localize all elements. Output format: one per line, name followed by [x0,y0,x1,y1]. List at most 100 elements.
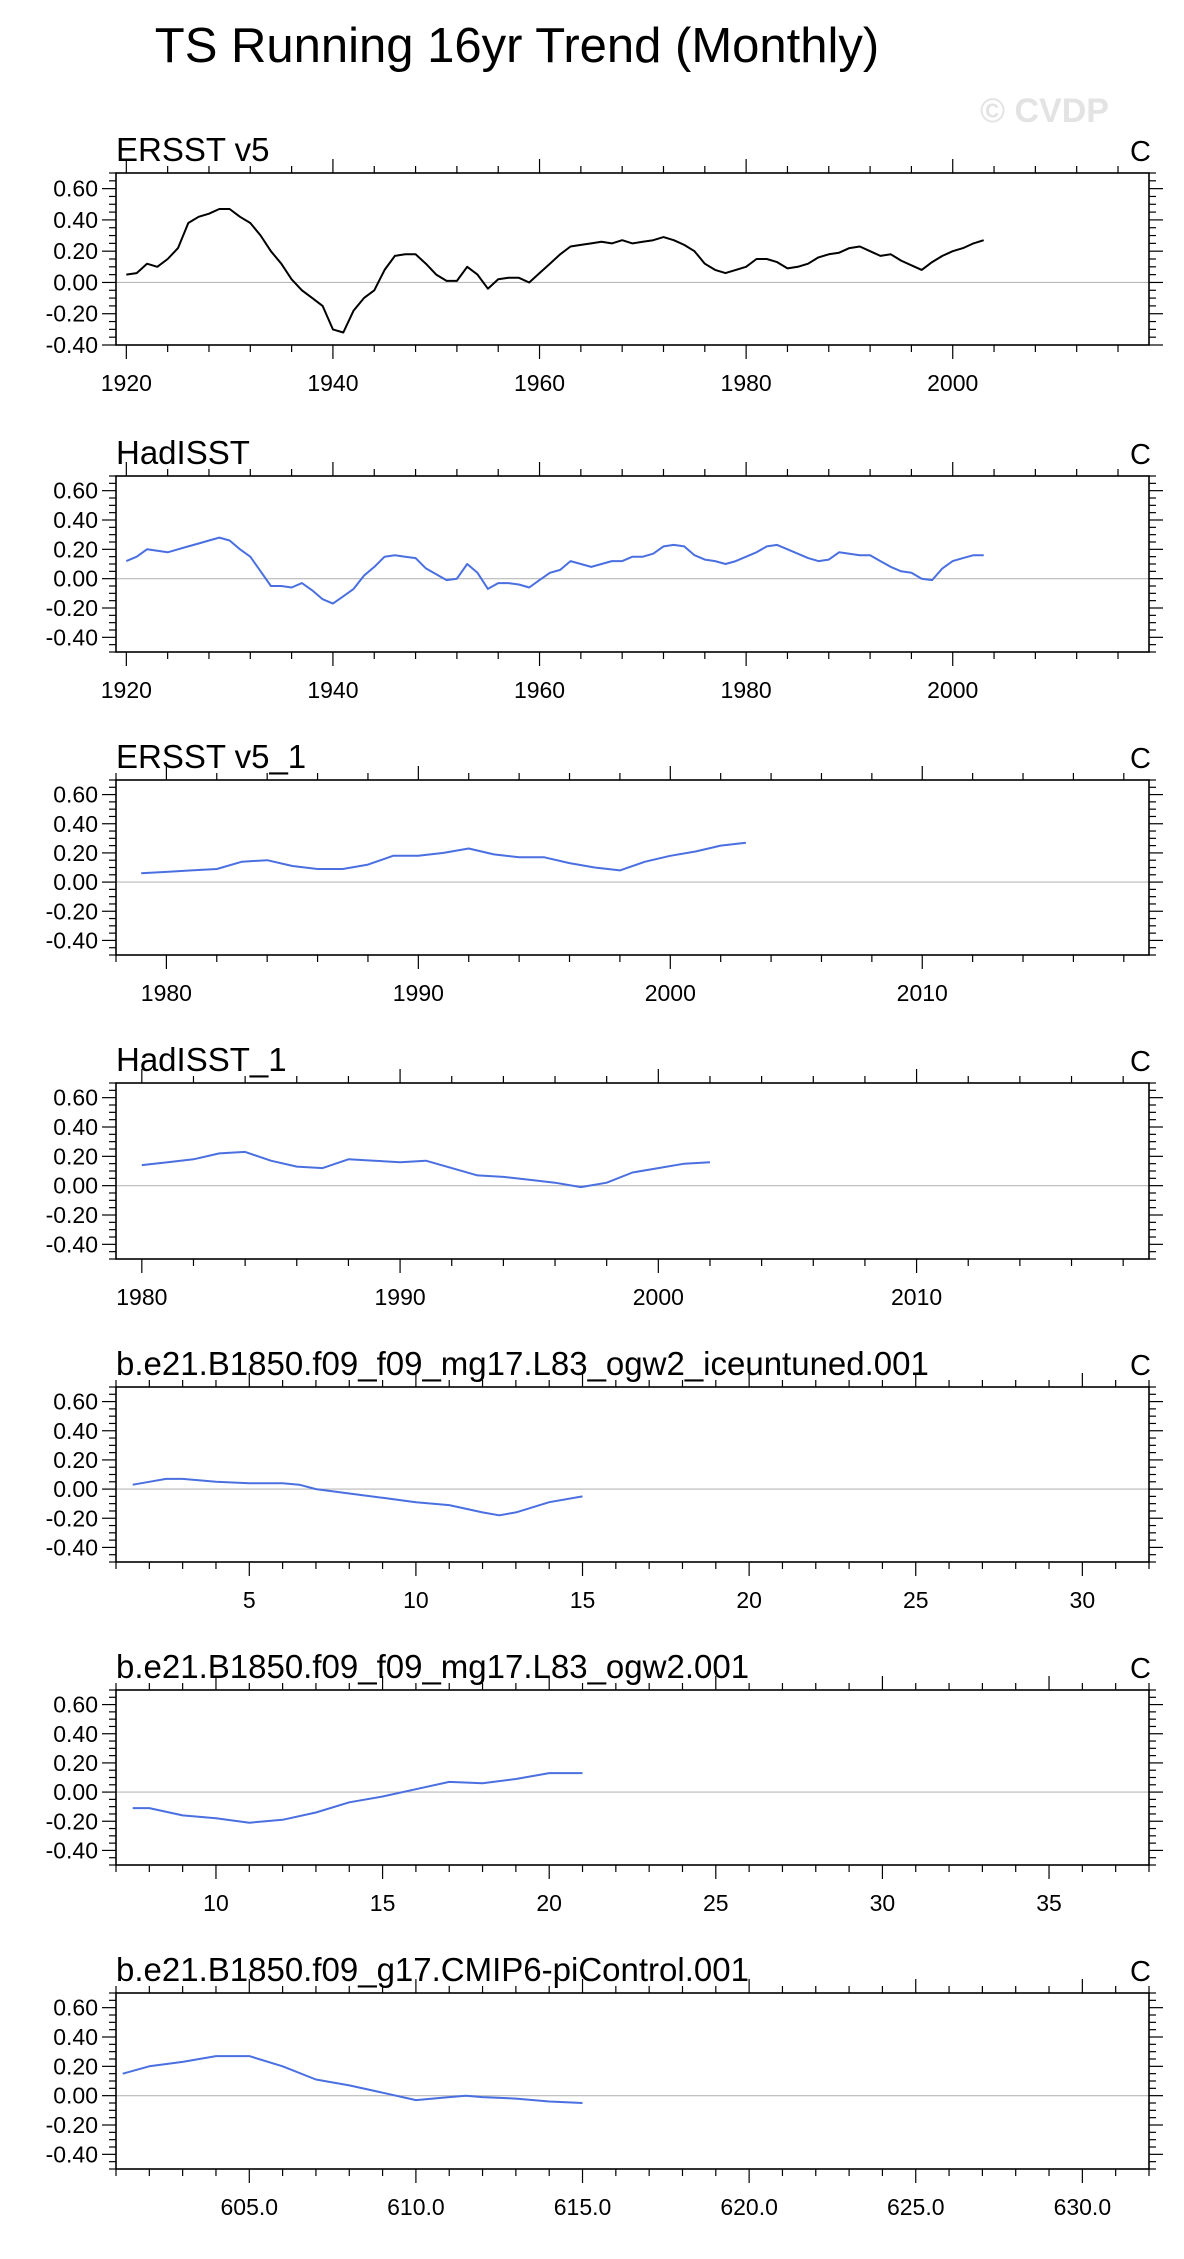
x-tick-label: 620.0 [720,2194,778,2220]
x-tick-label: 25 [903,1587,929,1613]
y-tick-label: 0.60 [53,1995,98,2021]
y-tick-label: -0.40 [46,1534,98,1560]
x-tick-label: 25 [703,1890,729,1916]
x-tick-label: 605.0 [221,2194,279,2220]
x-tick-label: 20 [536,1890,562,1916]
x-tick-label: 35 [1036,1890,1062,1916]
y-tick-label: 0.60 [53,782,98,808]
series-line-1 [141,1150,711,1189]
plot-frame [115,172,1150,346]
panel-units: C [1130,1653,1151,1685]
series-line-1 [141,841,747,875]
x-tick-label: 15 [570,1587,596,1613]
panel-units: C [1130,743,1151,775]
y-tick-label: 0.00 [53,2083,98,2109]
y-tick-label: 0.20 [53,536,98,562]
x-tick-label: 2000 [927,370,978,396]
panel-units: C [1130,1350,1151,1382]
series-line-1 [132,1772,583,1824]
x-tick-label: 610.0 [387,2194,445,2220]
y-tick-label: 0.20 [53,238,98,264]
y-tick-label: 0.60 [53,176,98,202]
y-tick-label: 0.60 [53,1085,98,1111]
panel-title: b.e21.B1850.f09_f09_mg17.L83_ogw2_iceunt… [116,1345,929,1382]
y-tick-label: 0.60 [53,1692,98,1718]
y-tick-label: 0.00 [53,566,98,592]
x-tick-label: 1980 [721,677,772,703]
y-tick-label: 0.20 [53,1143,98,1169]
y-tick-label: -0.40 [46,927,98,953]
x-tick-label: 2000 [633,1284,684,1310]
series-line-1 [126,208,984,334]
x-tick-label: 5 [243,1587,256,1613]
y-tick-label: -0.20 [46,1808,98,1834]
y-tick-label: -0.40 [46,2141,98,2167]
y-tick-label: 0.20 [53,1447,98,1473]
y-tick-label: -0.20 [46,898,98,924]
plot-frame [115,779,1150,956]
plot-frame [115,1386,1150,1563]
panel-title: HadISST_1 [116,1041,287,1078]
x-tick-label: 1940 [307,677,358,703]
y-tick-label: 0.60 [53,478,98,504]
plot-frame [115,1992,1150,2170]
panel-title: b.e21.B1850.f09_f09_mg17.L83_ogw2.001 [116,1648,749,1685]
x-tick-label: 1980 [721,370,772,396]
panel-units: C [1130,136,1151,168]
x-tick-label: 10 [403,1587,429,1613]
y-tick-label: 0.00 [53,1476,98,1502]
y-tick-label: 0.00 [53,269,98,295]
y-tick-label: 0.20 [53,840,98,866]
x-tick-label: 630.0 [1054,2194,1112,2220]
x-tick-label: 1920 [101,677,152,703]
cvdp-watermark: © CVDP [980,92,1109,130]
x-tick-label: 1920 [101,370,152,396]
plot-frame [115,475,1150,653]
x-tick-label: 30 [870,1890,896,1916]
plot-frame [115,1689,1150,1866]
y-tick-label: 0.00 [53,1173,98,1199]
x-tick-label: 10 [203,1890,229,1916]
chart-panel-5: b.e21.B1850.f09_f09_mg17.L83_ogw2_iceunt… [46,1345,1163,1613]
y-tick-label: -0.20 [46,1505,98,1531]
chart-panel-1: ERSST v5 C -0.40 -0.20 0.00 0.20 0.40 0.60 1920 1… [46,131,1163,396]
x-tick-label: 1960 [514,370,565,396]
x-tick-label: 20 [736,1587,762,1613]
x-tick-label: 1990 [374,1284,425,1310]
panel-units: C [1130,1046,1151,1078]
y-tick-label: 0.40 [53,2024,98,2050]
x-tick-label: 2010 [891,1284,942,1310]
panel-title: HadISST [116,434,250,471]
series-line-1 [125,536,984,605]
chart-panel-2: HadISST C -0.40 -0.20 0.00 0.20 0.40 0.60 1920 19… [46,434,1163,703]
y-tick-label: 0.40 [53,1721,98,1747]
x-tick-label: 30 [1070,1587,1096,1613]
y-tick-label: 0.00 [53,1779,98,1805]
panel-title: b.e21.B1850.f09_g17.CMIP6-piControl.001 [116,1951,749,1988]
x-tick-label: 615.0 [554,2194,612,2220]
y-tick-label: -0.40 [46,332,98,358]
y-tick-label: 0.20 [53,2053,98,2079]
y-tick-label: -0.20 [46,301,98,327]
x-tick-label: 2010 [897,980,948,1006]
y-tick-label: 0.40 [53,1418,98,1444]
panel-units: C [1130,1956,1151,1988]
y-tick-label: 0.40 [53,207,98,233]
y-tick-label: -0.20 [46,1202,98,1228]
y-tick-label: 0.40 [53,811,98,837]
x-tick-label: 2000 [645,980,696,1006]
figure-title: TS Running 16yr Trend (Monthly) [154,19,880,73]
y-tick-label: -0.40 [46,1837,98,1863]
y-tick-label: -0.40 [46,624,98,650]
x-tick-label: 1980 [141,980,192,1006]
series-line-1 [132,1477,583,1517]
x-tick-label: 625.0 [887,2194,945,2220]
panel-title: ERSST v5 [116,131,269,168]
plot-frame [115,1082,1150,1260]
chart-panel-4: HadISST_1 C -0.40 -0.20 0.00 0.20 0.40 0.60 1980… [46,1041,1163,1310]
y-tick-label: -0.40 [46,1231,98,1257]
x-tick-label: 1960 [514,677,565,703]
y-tick-label: -0.20 [46,2112,98,2138]
chart-panel-6: b.e21.B1850.f09_f09_mg17.L83_ogw2.001 C -0… [46,1648,1163,1916]
